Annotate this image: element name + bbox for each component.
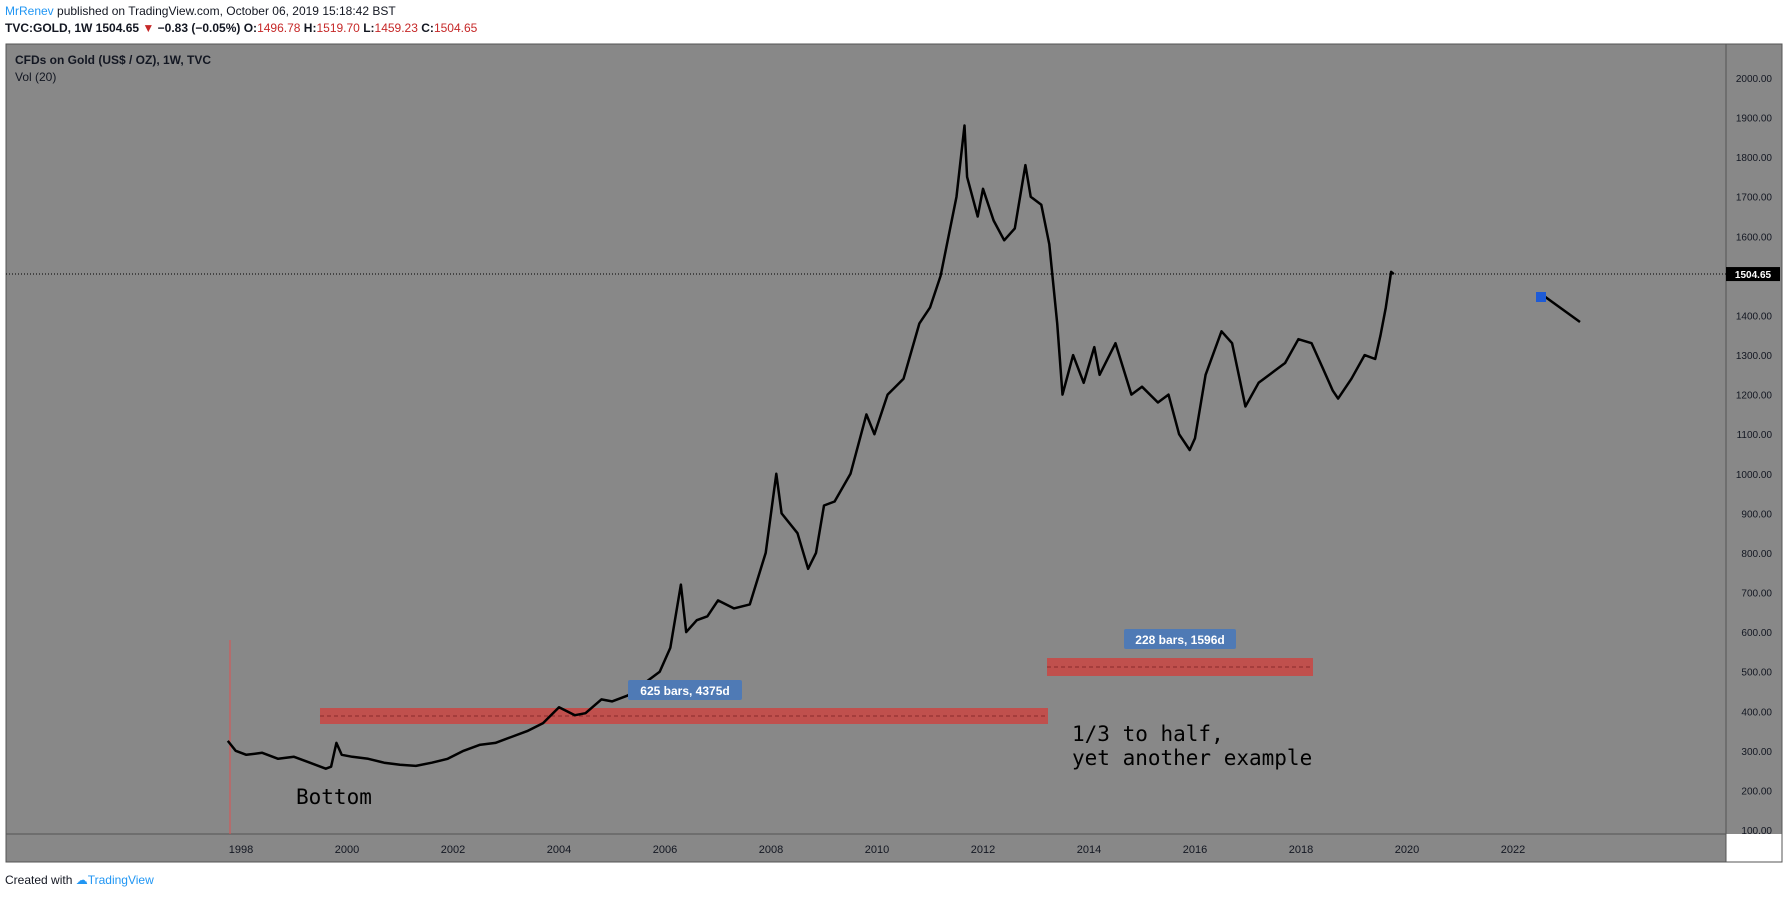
tradingview-logo-icon: ☁ (75, 873, 88, 887)
x-tick-label: 2022 (1501, 844, 1525, 856)
down-arrow-icon: ▼ (142, 21, 155, 35)
price-line (226, 124, 1395, 770)
volume-indicator-label: Vol (20) (15, 70, 56, 84)
y-tick-label: 200.00 (1741, 786, 1772, 797)
y-tick-label: 1800.00 (1736, 153, 1773, 164)
last-price-tag (1726, 267, 1780, 282)
low-label: L: (363, 21, 375, 35)
last-price: 1504.65 (95, 21, 140, 35)
trend-line[interactable] (1543, 294, 1581, 324)
y-tick-label: 1600.00 (1736, 232, 1773, 243)
y-tick-label: 1400.00 (1736, 311, 1773, 322)
range-label-1: 625 bars, 4375d (640, 684, 729, 698)
range-label-2-box (1124, 629, 1236, 649)
y-tick-label: 800.00 (1741, 549, 1772, 560)
x-tick-label: 2014 (1077, 844, 1101, 856)
trend-handle-icon[interactable] (1536, 292, 1546, 302)
time-axis-background (6, 834, 1726, 862)
footer-brand[interactable]: Created with ☁TradingView (5, 873, 154, 887)
close-label: C: (421, 21, 434, 35)
y-tick-label: 1300.00 (1736, 351, 1773, 362)
y-tick-label: 1000.00 (1736, 470, 1773, 481)
last-price-tag-text: 1504.65 (1735, 270, 1772, 281)
y-tick-label: 2000.00 (1736, 74, 1773, 85)
x-tick-label: 2000 (335, 844, 359, 856)
y-tick-label: 1200.00 (1736, 391, 1773, 402)
range-label-2: 228 bars, 1596d (1135, 633, 1224, 647)
range-label-1-box (628, 680, 742, 700)
open-label: O: (243, 21, 258, 35)
low-value: 1459.23 (374, 21, 418, 35)
y-tick-label: 900.00 (1741, 509, 1772, 520)
open-value: 1496.78 (257, 21, 301, 35)
tradingview-brand: TradingView (87, 873, 154, 887)
annotation-note-line1[interactable]: 1/3 to half, (1072, 722, 1224, 746)
author-link[interactable]: MrRenev (5, 4, 54, 18)
x-tick-label: 2018 (1289, 844, 1313, 856)
x-tick-label: 2020 (1395, 844, 1419, 856)
published-text: published on TradingView.com, October 06… (57, 4, 396, 18)
y-tick-label: 300.00 (1741, 747, 1772, 758)
annotation-bottom[interactable]: Bottom (296, 785, 372, 809)
x-tick-label: 2004 (547, 844, 571, 856)
publish-info: MrRenev published on TradingView.com, Oc… (5, 4, 396, 18)
symbol-label: TVC:GOLD, 1W (5, 21, 93, 35)
y-tick-label: 1900.00 (1736, 114, 1773, 125)
plot-background (6, 44, 1726, 834)
x-tick-label: 2002 (441, 844, 465, 856)
x-tick-label: 2008 (759, 844, 783, 856)
y-tick-label: 400.00 (1741, 707, 1772, 718)
high-label: H: (303, 21, 317, 35)
y-tick-label: 100.00 (1741, 826, 1772, 837)
y-tick-label: 700.00 (1741, 589, 1772, 600)
symbol-ohlc-bar: TVC:GOLD, 1W 1504.65 ▼ −0.83 (−0.05%) O:… (5, 21, 477, 35)
x-tick-label: 2010 (865, 844, 889, 856)
x-tick-label: 1998 (229, 844, 253, 856)
chart-title: CFDs on Gold (US$ / OZ), 1W, TVC (15, 53, 211, 67)
close-value: 1504.65 (433, 21, 478, 35)
created-with-text: Created with (5, 873, 73, 887)
annotation-note-line2[interactable]: yet another example (1072, 746, 1312, 770)
time-axis[interactable]: 1998 2000 2002 2004 2006 2008 2010 2012 2014 2016… (229, 844, 1525, 856)
y-tick-label: 1700.00 (1736, 193, 1773, 204)
price-axis-background (1726, 44, 1782, 834)
chart-frame (5, 43, 1783, 863)
x-tick-label: 2012 (971, 844, 995, 856)
high-value: 1519.70 (316, 21, 360, 35)
y-tick-label: 500.00 (1741, 668, 1772, 679)
x-tick-label: 2016 (1183, 844, 1207, 856)
x-tick-label: 2006 (653, 844, 677, 856)
y-tick-label: 1100.00 (1737, 430, 1773, 441)
y-tick-label: 600.00 (1741, 628, 1772, 639)
price-change: −0.83 (−0.05%) (157, 21, 241, 35)
